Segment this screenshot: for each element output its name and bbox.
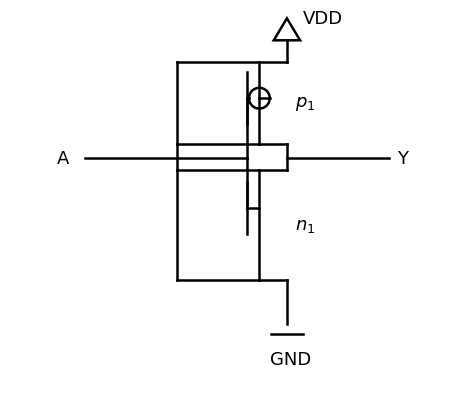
- Text: $n_1$: $n_1$: [295, 217, 315, 234]
- Text: VDD: VDD: [303, 10, 343, 28]
- Text: GND: GND: [270, 350, 311, 368]
- Text: A: A: [57, 150, 69, 168]
- Text: $p_1$: $p_1$: [295, 95, 315, 113]
- Text: Y: Y: [397, 150, 408, 168]
